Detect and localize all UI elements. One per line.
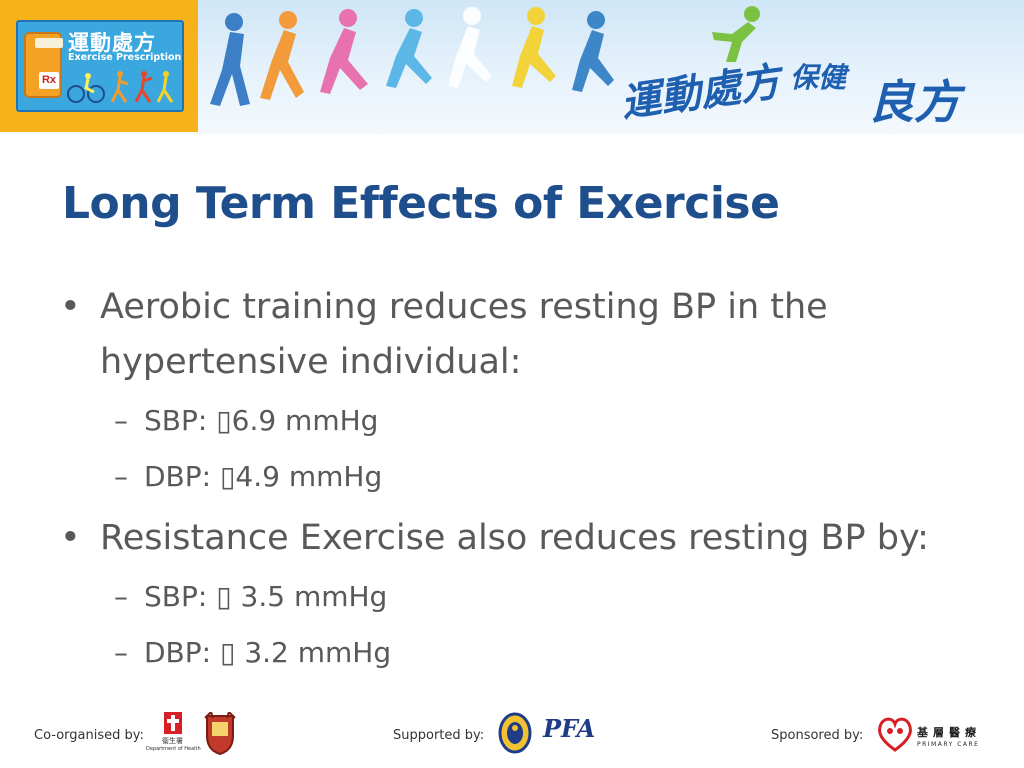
association-round-logo (498, 712, 532, 754)
slogan-line-3: 良方 (868, 75, 960, 129)
heart-icon (878, 717, 912, 752)
slide-footer: Co-organised by: 衞生署 Department of Healt… (0, 710, 1024, 768)
sub-bullet-dash: – (114, 404, 128, 437)
supported-label: Supported by: (393, 728, 485, 743)
sub-bullet-dash: – (114, 580, 128, 613)
banner-slogan: 運動處方 保健 良方 (618, 6, 1020, 130)
down-arrow-icon: ▯ (216, 404, 232, 437)
rx-label: Rx (39, 72, 59, 89)
doh-chinese: 衞生署 (162, 737, 183, 745)
green-runner-icon (712, 6, 760, 62)
sub-bullet-aerobic-dbp: – DBP: ▯4.9 mmHg (114, 460, 382, 493)
department-of-health-logo: 衞生署 Department of Health (146, 712, 201, 762)
bullet-dot: • (60, 518, 81, 558)
sub-bullet-label: SBP: (144, 404, 217, 437)
pill-bottle-icon: Rx (24, 32, 63, 98)
bullet-dot: • (60, 287, 81, 327)
bullet-text: Resistance Exercise also reduces resting… (100, 518, 929, 558)
header-banner: Rx 運動處方 Exercise Prescription (0, 0, 1024, 134)
doh-english: Department of Health (146, 746, 201, 752)
sub-bullet-label: SBP: (144, 580, 217, 613)
sponsored-label: Sponsored by: (771, 728, 864, 743)
sub-bullet-resistance-sbp: – SBP: ▯ 3.5 mmHg (114, 580, 387, 613)
slogan-line-2: 保健 (790, 61, 847, 94)
primary-care-english: PRIMARY CARE (917, 741, 980, 748)
hkpfa-text: PFA (543, 714, 596, 743)
sub-bullet-value: 6.9 mmHg (231, 404, 379, 437)
crest-logo (204, 712, 236, 756)
hkpfa-logo: PFA (543, 714, 595, 754)
logo-chinese-title: 運動處方 (68, 31, 156, 55)
sub-bullet-resistance-dbp: – DBP: ▯ 3.2 mmHg (114, 636, 391, 669)
down-arrow-icon: ▯ (220, 636, 236, 669)
primary-care-logo: 基層醫療 PRIMARY CARE (875, 714, 995, 760)
sub-bullet-dash: – (114, 460, 128, 493)
sub-bullet-value: 4.9 mmHg (235, 460, 383, 493)
bullet-resistance: • Resistance Exercise also reduces restin… (60, 513, 929, 563)
sub-bullet-label: DBP: (144, 636, 220, 669)
down-arrow-icon: ▯ (220, 460, 236, 493)
logo-english-title: Exercise Prescription (68, 52, 182, 63)
sub-bullet-aerobic-sbp: – SBP: ▯6.9 mmHg (114, 404, 378, 437)
exercise-prescription-logo: Rx 運動處方 Exercise Prescription (0, 0, 198, 132)
sub-bullet-value: 3.5 mmHg (231, 580, 388, 613)
bullet-text: hypertensive individual: (100, 342, 522, 382)
sub-bullet-label: DBP: (144, 460, 220, 493)
logo-panel: Rx 運動處方 Exercise Prescription (16, 20, 184, 112)
primary-care-chinese: 基層醫療 (917, 726, 981, 739)
runner-silhouettes-illustration (210, 7, 614, 106)
bullet-aerobic-line2: hypertensive individual: (100, 337, 521, 387)
sub-bullet-value: 3.2 mmHg (235, 636, 392, 669)
sub-bullet-dash: – (114, 636, 128, 669)
slide-title: Long Term Effects of Exercise (62, 178, 780, 229)
mini-athletes-icon (67, 71, 174, 103)
bullet-aerobic: • Aerobic training reduces resting BP in … (60, 282, 828, 332)
bullet-text: Aerobic training reduces resting BP in t… (100, 287, 828, 327)
co-organised-label: Co-organised by: (34, 728, 144, 743)
down-arrow-icon: ▯ (216, 580, 232, 613)
slogan-line-1: 運動處方 (618, 59, 783, 127)
